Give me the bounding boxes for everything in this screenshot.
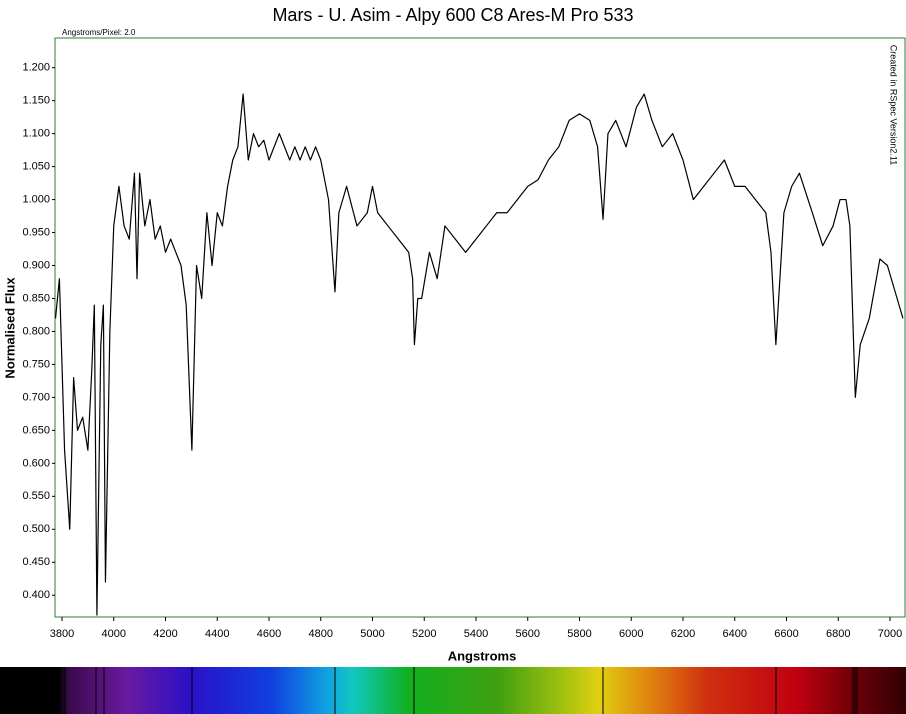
y-tick-label: 1.100 <box>22 128 50 140</box>
x-tick-label: 4000 <box>101 628 125 640</box>
x-tick-label: 6200 <box>671 628 695 640</box>
x-tick-label: 6600 <box>774 628 798 640</box>
chart-title: Mars - U. Asim - Alpy 600 C8 Ares-M Pro … <box>272 5 633 25</box>
y-tick-label: 1.000 <box>22 193 50 205</box>
y-tick-label: 0.450 <box>22 556 50 568</box>
y-axis-label: Normalised Flux <box>2 277 17 379</box>
y-tick-label: 0.650 <box>22 424 50 436</box>
y-tick-label: 0.750 <box>22 358 50 370</box>
y-tick-label: 0.500 <box>22 523 50 535</box>
y-tick-label: 0.850 <box>22 292 50 304</box>
x-tick-label: 5400 <box>464 628 488 640</box>
y-tick-label: 0.800 <box>22 325 50 337</box>
x-tick-label: 5200 <box>412 628 436 640</box>
y-tick-label: 0.600 <box>22 457 50 469</box>
y-tick-label: 0.950 <box>22 226 50 238</box>
subtitle: Angstroms/Pixel: 2.0 <box>62 28 136 37</box>
x-tick-label: 6000 <box>619 628 643 640</box>
x-tick-label: 4600 <box>257 628 281 640</box>
x-tick-label: 4400 <box>205 628 229 640</box>
x-tick-label: 3800 <box>50 628 74 640</box>
spectrum-lines <box>64 667 858 714</box>
y-tick-label: 1.150 <box>22 95 50 107</box>
x-tick-label: 7000 <box>878 628 902 640</box>
y-tick-label: 0.900 <box>22 259 50 271</box>
x-tick-label: 4200 <box>153 628 177 640</box>
x-axis-label: Angstroms <box>448 648 517 663</box>
spectrum-strip <box>0 667 906 714</box>
x-tick-label: 5000 <box>360 628 384 640</box>
annotation: Created in RSpec Version2.11 <box>889 45 899 165</box>
y-tick-label: 0.700 <box>22 391 50 403</box>
y-tick-label: 1.200 <box>22 62 50 74</box>
plot-frame <box>54 37 906 618</box>
spectrum-line <box>54 93 904 616</box>
x-tick-label: 6800 <box>826 628 850 640</box>
x-tick-label: 5800 <box>567 628 591 640</box>
x-tick-label: 6400 <box>722 628 746 640</box>
y-tick-label: 1.050 <box>22 160 50 172</box>
y-tick-label: 0.550 <box>22 490 50 502</box>
x-tick-label: 4800 <box>308 628 332 640</box>
x-tick-label: 5600 <box>515 628 539 640</box>
y-tick-label: 0.400 <box>22 589 50 601</box>
